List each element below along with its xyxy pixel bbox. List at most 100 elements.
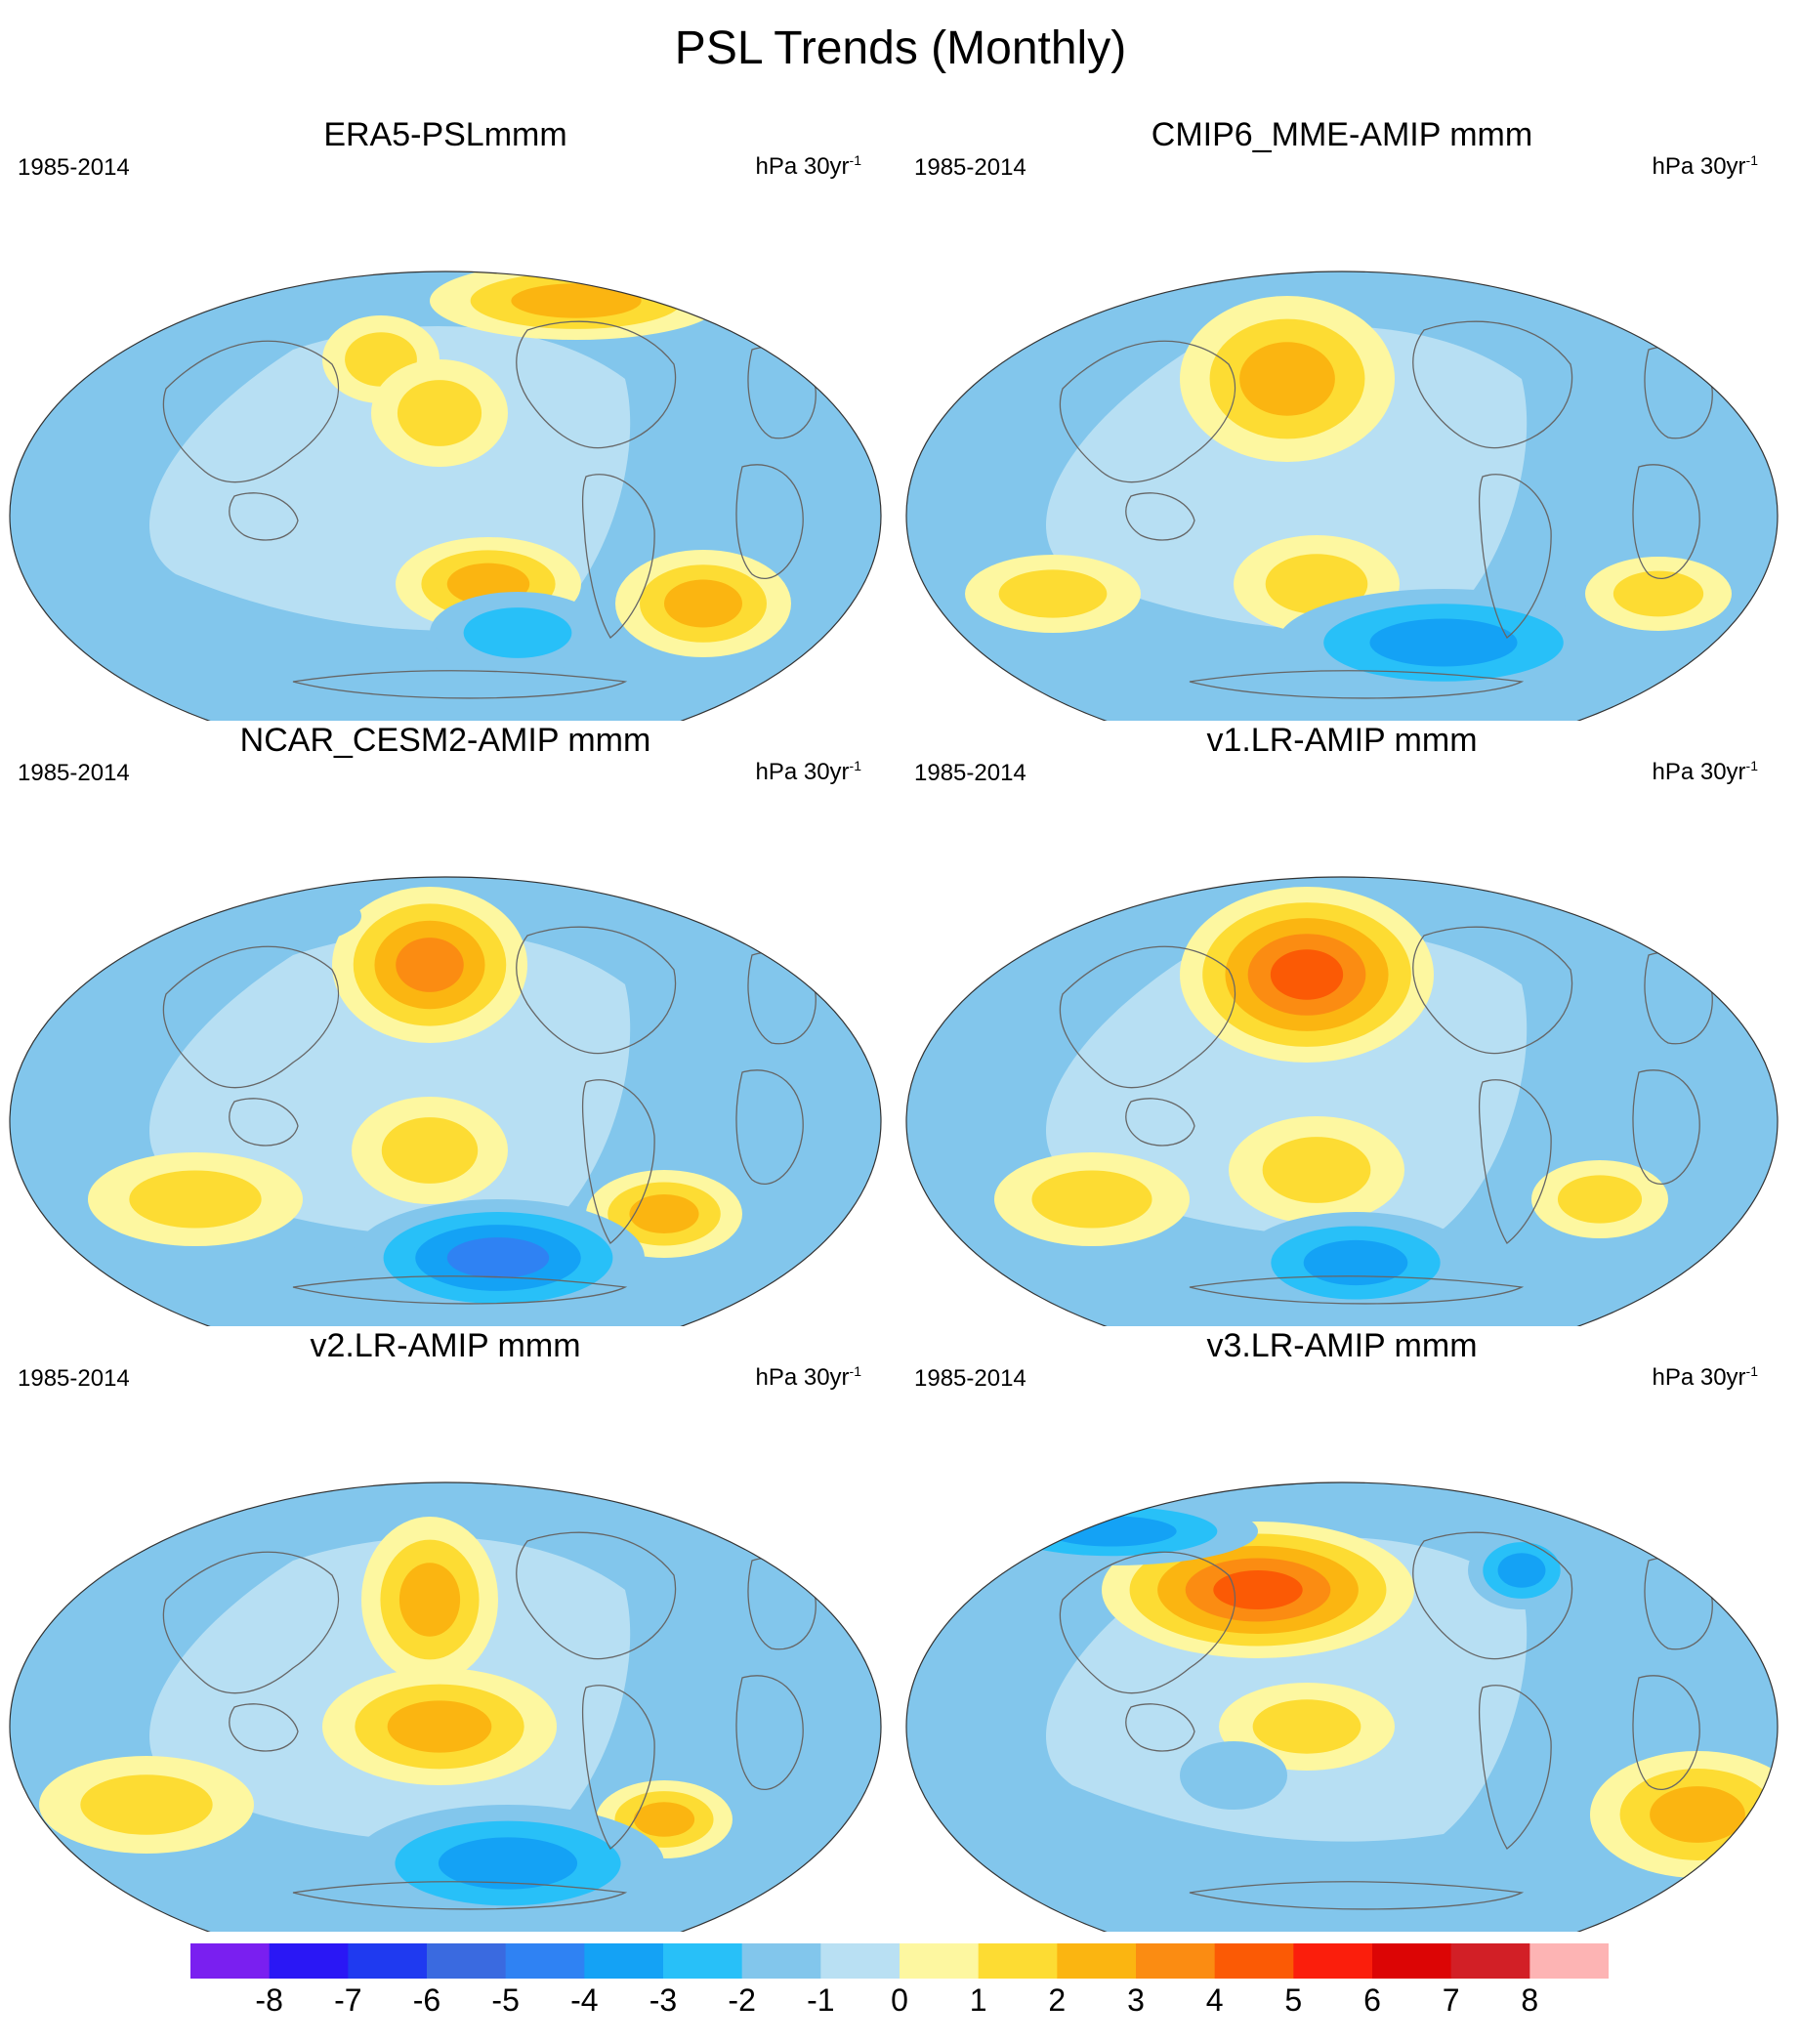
colorbar-tick-label: 3 <box>1127 1982 1145 2018</box>
map-border <box>9 1481 882 1932</box>
panel-period: 1985-2014 <box>18 1365 130 1392</box>
trend-anomaly <box>80 1774 213 1835</box>
map-border <box>905 271 1779 721</box>
trend-anomaly <box>1369 618 1518 667</box>
colorbar-swatch <box>505 1943 585 1979</box>
trend-anomaly <box>511 283 642 318</box>
map-border <box>905 1481 1779 1932</box>
trend-anomaly <box>633 1802 695 1837</box>
colorbar-tick-label: -8 <box>255 1982 283 2018</box>
trend-anomaly <box>1497 1553 1546 1588</box>
map-projection <box>9 876 882 1326</box>
coastline <box>735 464 804 580</box>
coastline <box>292 1881 628 1910</box>
trend-anomaly <box>1262 1137 1371 1203</box>
colorbar-tick-label: -6 <box>412 1982 441 2018</box>
map-projection <box>905 1481 1779 1932</box>
colorbar-tick-label: 2 <box>1048 1982 1067 2018</box>
coastline <box>1632 1675 1700 1791</box>
trend-anomaly <box>1613 570 1704 617</box>
panel-title: ERA5-PSLmmm <box>323 116 567 153</box>
trend-anomaly <box>446 1237 550 1278</box>
panel-period: 1985-2014 <box>914 154 1026 181</box>
colorbar-swatch <box>348 1943 428 1979</box>
colorbar-swatch <box>1057 1943 1137 1979</box>
coastline <box>1412 1531 1573 1660</box>
trend-anomaly <box>1252 1699 1361 1754</box>
colorbar-tick-label: 7 <box>1442 1982 1460 2018</box>
map-panel: v1.LR-AMIP mmm 1985-2014 hPa 30yr-1 <box>897 721 1787 1326</box>
trend-anomaly <box>381 1117 479 1184</box>
map-panel: ERA5-PSLmmm 1985-2014 hPa 30yr-1 <box>0 115 891 721</box>
panel-title: NCAR_CESM2-AMIP mmm <box>239 722 651 759</box>
colorbar-tick-label: 4 <box>1205 1982 1224 2018</box>
coastline <box>292 1275 628 1305</box>
panel-units: hPa 30yr-1 <box>755 152 861 180</box>
coastline <box>1059 340 1236 483</box>
coastline <box>1189 670 1525 699</box>
panel-units: hPa 30yr-1 <box>755 758 861 785</box>
coastline <box>1125 1703 1195 1752</box>
coastline <box>229 492 299 541</box>
colorbar-swatch <box>190 1943 271 1979</box>
panel-units: hPa 30yr-1 <box>1652 152 1758 180</box>
colorbar-tick-label: 8 <box>1521 1982 1539 2018</box>
trend-anomaly <box>129 1170 262 1229</box>
coastline <box>162 945 340 1089</box>
colorbar-tick-label: 6 <box>1363 1982 1381 2018</box>
map-panel: v3.LR-AMIP mmm 1985-2014 hPa 30yr-1 <box>897 1326 1787 1932</box>
map-panel: v2.LR-AMIP mmm 1985-2014 hPa 30yr-1 <box>0 1326 891 1932</box>
coastline <box>162 340 340 483</box>
map-projection <box>905 876 1779 1326</box>
map-projection <box>9 271 882 721</box>
coastline <box>1479 1079 1552 1244</box>
coastline <box>1632 1069 1700 1186</box>
trend-anomaly <box>998 569 1108 618</box>
trend-anomaly <box>1239 342 1335 416</box>
coastline <box>1479 474 1552 639</box>
panel-period: 1985-2014 <box>914 1365 1026 1392</box>
colorbar-tick-label: -1 <box>807 1982 835 2018</box>
trend-anomaly <box>1650 1786 1745 1843</box>
coastline <box>229 1703 299 1752</box>
panel-units: hPa 30yr-1 <box>755 1363 861 1391</box>
panel-period: 1985-2014 <box>914 760 1026 786</box>
colorbar-swatch <box>820 1943 900 1979</box>
trend-anomaly <box>397 380 482 446</box>
trend-anomaly <box>398 1563 461 1637</box>
colorbar-swatch <box>978 1943 1058 1979</box>
colorbar-tick-label: -2 <box>728 1982 756 2018</box>
figure-title: PSL Trends (Monthly) <box>674 22 1127 74</box>
trend-anomaly <box>1213 1570 1303 1609</box>
coastline <box>582 1685 655 1850</box>
panel-title: v3.LR-AMIP mmm <box>1206 1327 1478 1364</box>
colorbar-swatch <box>741 1943 821 1979</box>
coastline <box>516 926 677 1055</box>
colorbar-swatch <box>1372 1943 1452 1979</box>
trend-anomaly <box>664 579 742 628</box>
colorbar-swatch <box>584 1943 664 1979</box>
colorbar-swatch <box>900 1943 980 1979</box>
coastline <box>1479 1685 1552 1850</box>
panel-title: v1.LR-AMIP mmm <box>1206 722 1478 759</box>
colorbar-swatch <box>1529 1943 1609 1979</box>
panel-units: hPa 30yr-1 <box>1652 1363 1758 1391</box>
map-panel: NCAR_CESM2-AMIP mmm 1985-2014 hPa 30yr-1 <box>0 721 891 1326</box>
coastline <box>1632 464 1700 580</box>
trend-anomaly <box>1046 1516 1177 1547</box>
trend-anomaly <box>1031 1170 1152 1229</box>
panel-units: hPa 30yr-1 <box>1652 758 1758 785</box>
coastline <box>735 1675 804 1791</box>
coastline <box>292 670 628 699</box>
trend-anomaly <box>1265 554 1368 614</box>
coastline <box>1412 926 1573 1055</box>
coastline <box>1189 1275 1525 1305</box>
coastline <box>735 1069 804 1186</box>
panel-title: CMIP6_MME-AMIP mmm <box>1151 116 1533 153</box>
coastline <box>1189 1881 1525 1910</box>
trend-anomaly <box>1180 1741 1287 1810</box>
trend-anomaly <box>1557 1175 1643 1224</box>
trend-anomaly <box>387 1700 492 1753</box>
panel-period: 1985-2014 <box>18 760 130 786</box>
map-projection <box>9 1481 882 1932</box>
